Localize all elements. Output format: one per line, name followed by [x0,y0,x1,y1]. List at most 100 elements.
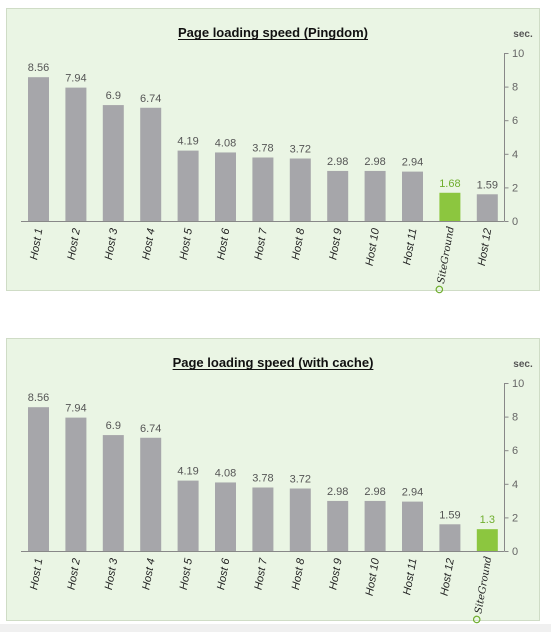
x-tick-label-host-10: Host 10 [364,227,383,267]
bar-host-2 [65,87,87,221]
bar-host-1 [28,407,49,551]
bar-host-3 [102,105,124,221]
data-label-host-1: 8.56 [28,392,49,404]
bar-host-10 [364,500,386,551]
data-label-host-3: 6.9 [106,90,121,102]
y-tick-label: 10 [512,378,524,390]
data-label-host-12: 1.59 [439,509,460,521]
y-tick-label: 6 [512,445,518,457]
data-label-host-8: 3.72 [290,474,311,486]
y-tick-label: 8 [512,412,518,424]
chart-pingdom-svg: Page loading speed (Pingdom) sec. 0 2 4 6 8 10 8… [21,25,533,294]
data-label-host-9: 2.98 [327,486,348,498]
bar-host-9 [327,170,349,221]
x-tick-label-host-12: Host 12 [438,557,456,596]
data-label-host-7: 3.78 [252,142,273,154]
y-tick-label: 2 [512,512,518,524]
data-label-siteground: 1.68 [439,178,460,190]
y-tick-label: 6 [512,115,518,127]
chart-title: Page loading speed (with cache) [173,355,374,370]
y-tick-label: 4 [512,149,518,161]
data-label-host-12: 1.59 [477,179,498,191]
y-tick-label: 2 [512,182,518,194]
bar-host-8 [289,158,311,221]
x-tick-label-host-5: Host 5 [178,557,195,591]
x-tick-label-host-8: Host 8 [290,557,307,591]
chart-cache-svg: Page loading speed (with cache) sec. 0 2 4 6 8… [21,355,533,624]
bar-siteground [439,192,461,221]
x-tick-label-host-8: Host 8 [290,227,307,261]
bar-host-12 [439,524,461,551]
x-tick-label-host-3: Host 3 [103,557,120,591]
data-label-host-4: 6.74 [140,423,161,435]
chart-title: Page loading speed (Pingdom) [178,25,368,40]
data-label-host-6: 4.08 [215,137,236,149]
bar-host-5 [177,150,199,221]
x-tick-label-host-3: Host 3 [103,227,120,261]
x-tick-label-host-1: Host 1 [28,557,45,590]
bar-host-5 [177,480,199,551]
data-label-host-5: 4.19 [177,136,198,148]
bar-host-4 [140,107,162,221]
x-tick-label-host-4: Host 4 [140,557,157,590]
bar-siteground [476,529,498,551]
bar-host-7 [252,487,274,551]
chart-panel-pingdom: Page loading speed (Pingdom) sec. 0 2 4 6 8 10 8… [6,8,540,294]
bar-host-4 [140,437,162,551]
x-tick-label-host-1: Host 1 [28,227,45,260]
x-tick-label-host-5: Host 5 [178,227,195,261]
y-tick-label: 10 [512,48,524,60]
separator-band [0,300,551,332]
x-tick-label-siteground: SiteGround [473,556,494,615]
x-tick-label-host-7: Host 7 [253,557,270,591]
data-label-host-10: 2.98 [364,156,385,168]
siteground-mark-icon [435,285,444,294]
bar-host-12 [476,194,498,221]
data-label-host-3: 6.9 [106,420,121,432]
x-tick-label-siteground: SiteGround [436,226,457,285]
x-tick-label-host-11: Host 11 [401,227,419,266]
x-tick-label-host-2: Host 2 [66,557,83,590]
data-label-host-10: 2.98 [364,486,385,498]
y-tick-label: 0 [512,216,518,228]
siteground-logo: SiteGround [472,556,494,624]
y-tick-label: 0 [512,546,518,558]
data-label-host-11: 2.94 [402,157,423,169]
data-label-host-1: 8.56 [28,62,49,74]
chart-panel-cache: Page loading speed (with cache) sec. 0 2 4 6 8… [6,338,540,624]
x-tick-label-host-6: Host 6 [215,227,232,261]
x-tick-label-host-6: Host 6 [215,557,232,591]
x-tick-label-host-2: Host 2 [66,227,83,260]
bar-host-11 [402,501,423,551]
data-label-host-11: 2.94 [402,487,423,499]
data-label-host-2: 7.94 [65,73,86,85]
bar-host-8 [289,488,311,551]
bar-host-11 [402,171,423,221]
x-tick-label-host-12: Host 12 [476,227,494,266]
data-label-host-2: 7.94 [65,403,86,415]
unit-label: sec. [513,359,533,370]
x-tick-label-host-11: Host 11 [401,557,419,596]
bottom-strip [0,624,551,632]
bar-host-1 [28,77,49,221]
data-label-host-8: 3.72 [290,144,311,156]
data-label-host-7: 3.78 [252,472,273,484]
bar-host-10 [364,170,386,221]
bar-host-7 [252,157,274,221]
bar-host-3 [102,435,124,551]
bar-host-2 [65,417,87,551]
siteground-logo: SiteGround [435,226,457,294]
data-label-host-9: 2.98 [327,156,348,168]
x-tick-label-host-7: Host 7 [253,227,270,261]
data-label-host-4: 6.74 [140,93,161,105]
x-tick-label-host-4: Host 4 [140,227,157,260]
bar-host-9 [327,500,349,551]
x-tick-label-host-9: Host 9 [327,557,344,590]
data-label-host-6: 4.08 [215,467,236,479]
unit-label: sec. [513,29,533,40]
x-tick-label-host-9: Host 9 [327,227,344,260]
y-tick-label: 8 [512,82,518,94]
bar-host-6 [215,152,236,221]
y-tick-label: 4 [512,479,518,491]
siteground-mark-icon [472,615,481,624]
